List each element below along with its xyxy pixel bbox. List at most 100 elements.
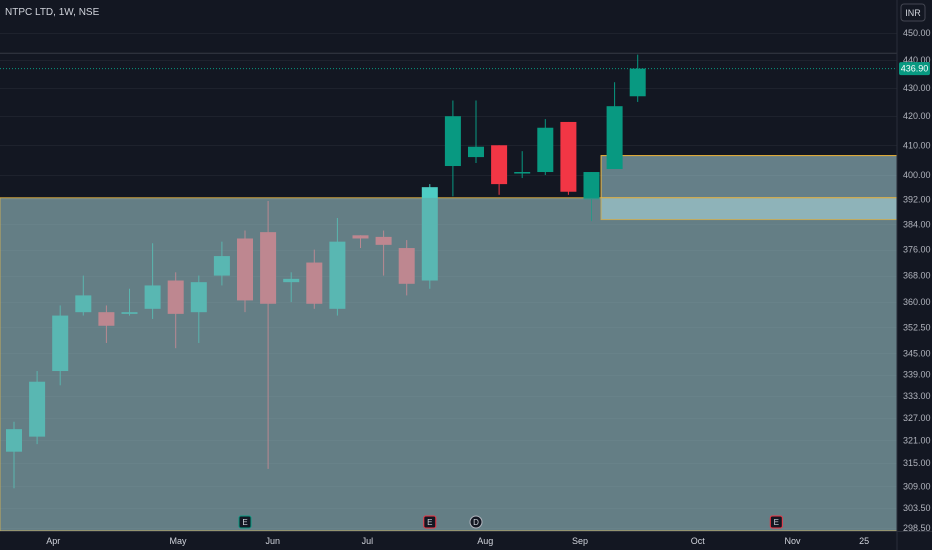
candle-body[interactable] [29, 381, 46, 437]
time-axis[interactable]: Apr May Jun Jul Aug Sep Oct Nov 25 [46, 536, 869, 546]
currency-label[interactable]: INR [905, 8, 921, 18]
candle-body[interactable] [444, 116, 461, 167]
candle[interactable] [375, 230, 392, 276]
candle-body[interactable] [306, 262, 323, 304]
candle[interactable] [537, 119, 554, 176]
candle-body[interactable] [537, 127, 554, 173]
candle[interactable] [306, 249, 323, 309]
candle[interactable] [190, 275, 207, 343]
candle[interactable] [398, 240, 415, 296]
candle-body[interactable] [213, 256, 230, 276]
candle-body[interactable] [352, 235, 369, 239]
candle-body[interactable] [75, 295, 92, 313]
zone-rect[interactable] [0, 197, 898, 532]
candle[interactable] [352, 235, 369, 249]
currency-button-frame[interactable] [900, 3, 926, 22]
candle[interactable] [444, 100, 461, 197]
candle-body[interactable] [283, 278, 300, 283]
candle[interactable] [167, 272, 184, 349]
candle[interactable] [75, 275, 92, 316]
y-tick-label: 450.00 [903, 28, 931, 38]
candle-body[interactable] [583, 172, 600, 200]
candle[interactable] [52, 305, 69, 386]
candle-body[interactable] [491, 145, 508, 185]
candle[interactable] [237, 230, 253, 313]
x-tick-label: Sep [572, 536, 588, 546]
candle[interactable] [6, 421, 22, 489]
candle-body[interactable] [260, 232, 277, 304]
candle[interactable] [329, 217, 346, 316]
candle[interactable] [421, 184, 438, 289]
candle[interactable] [629, 54, 646, 102]
y-tick-label: 298.50 [903, 523, 931, 533]
last-price-badge: 436.90 [899, 62, 930, 76]
candle-body[interactable] [629, 68, 646, 97]
earnings-marker-shape[interactable] [423, 515, 437, 529]
earnings-marker-shape[interactable] [769, 515, 783, 529]
candle-body[interactable] [167, 280, 184, 314]
y-tick-label: 384.00 [903, 219, 931, 229]
y-tick-label: 376.00 [903, 245, 931, 255]
price-axis[interactable]: 450.00 440.00 430.00 420.00 410.00 400.00 392.… [903, 28, 931, 533]
candle[interactable] [560, 121, 577, 195]
event-label: E [774, 518, 779, 527]
x-tick-label: Jun [265, 536, 280, 546]
zones-layer [0, 155, 898, 532]
candle-body[interactable] [468, 146, 484, 158]
candle-body[interactable] [606, 106, 623, 170]
earnings-marker[interactable]: E [423, 515, 437, 529]
candle[interactable] [98, 305, 115, 343]
y-tick-label: 440.00 [903, 55, 931, 65]
currency-button[interactable]: INR [900, 3, 926, 22]
x-tick-label: Oct [691, 536, 706, 546]
candle[interactable] [283, 272, 300, 303]
x-tick-label: Jul [362, 536, 374, 546]
candles-layer[interactable] [0, 54, 897, 531]
candle-body[interactable] [144, 285, 161, 309]
x-tick-label: Apr [46, 536, 60, 546]
y-tick-label: 410.00 [903, 140, 931, 150]
x-tick-label: 25 [859, 536, 869, 546]
y-tick-label: 321.00 [903, 435, 931, 445]
y-tick-label: 303.50 [903, 503, 931, 513]
earnings-marker-shape[interactable] [238, 515, 252, 529]
candle[interactable] [29, 371, 46, 445]
candle-body[interactable] [121, 312, 138, 314]
candle[interactable] [121, 288, 138, 316]
candle[interactable] [491, 145, 508, 195]
candle[interactable] [583, 172, 600, 222]
candle[interactable] [606, 82, 623, 170]
candle-body[interactable] [421, 187, 438, 281]
horizontal-lines [0, 52, 897, 70]
candle-body[interactable] [237, 238, 253, 301]
candle[interactable] [468, 100, 484, 164]
candle[interactable] [144, 243, 161, 319]
candle[interactable] [213, 241, 230, 286]
dividend-marker[interactable]: D [469, 515, 483, 529]
candle-body[interactable] [375, 236, 392, 245]
candle-body[interactable] [6, 429, 22, 452]
y-tick-label: 333.00 [903, 391, 931, 401]
candle-body[interactable] [398, 248, 415, 284]
candle[interactable] [260, 200, 277, 469]
candle[interactable] [514, 151, 531, 179]
y-tick-label: 360.00 [903, 297, 931, 307]
earnings-marker[interactable]: E [769, 515, 783, 529]
zone-rect[interactable] [600, 155, 898, 199]
y-tick-label: 430.00 [903, 83, 931, 93]
event-label: E [427, 518, 432, 527]
zone-tint [0, 197, 897, 531]
y-tick-label: 315.00 [903, 458, 931, 468]
candle-body[interactable] [98, 312, 115, 326]
candle-body[interactable] [560, 121, 577, 192]
x-tick-label: Aug [477, 536, 493, 546]
earnings-marker[interactable]: E [238, 515, 252, 529]
last-price-badge-bg [899, 62, 930, 76]
dividend-marker-shape[interactable] [469, 515, 483, 529]
candle-body[interactable] [329, 241, 346, 309]
candle-body[interactable] [514, 172, 531, 174]
candle-body[interactable] [52, 315, 69, 372]
candle-body[interactable] [190, 282, 207, 313]
